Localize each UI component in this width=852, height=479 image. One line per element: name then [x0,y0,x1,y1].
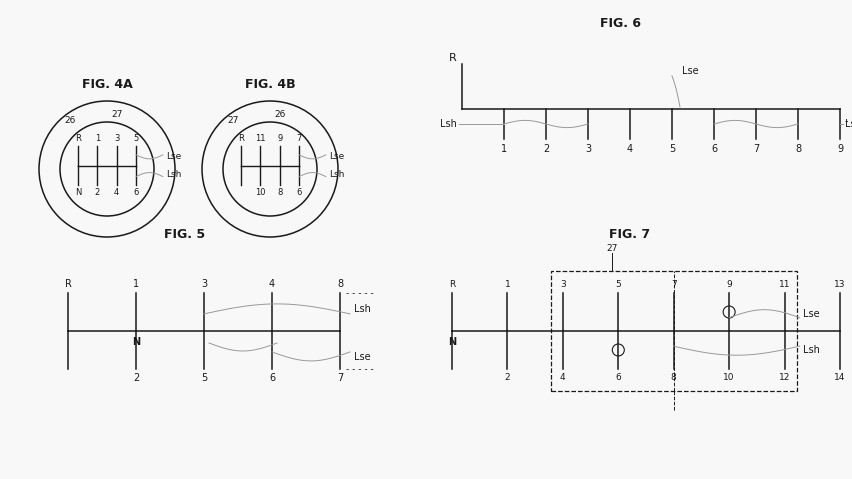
Text: 9: 9 [726,280,732,289]
Text: 5: 5 [201,373,207,383]
Text: Lsh: Lsh [166,170,181,179]
Text: N: N [75,188,81,197]
Text: 26: 26 [64,115,75,125]
Text: 9: 9 [277,134,282,143]
Text: 6: 6 [296,188,302,197]
Text: 5: 5 [134,134,139,143]
Text: 3: 3 [585,144,591,154]
Text: Lse: Lse [682,66,699,76]
Text: Lsh: Lsh [440,119,457,129]
Text: - - - - -: - - - - - [845,116,852,126]
Text: 8: 8 [795,144,801,154]
Text: 27: 27 [112,110,123,119]
Text: 7: 7 [296,134,302,143]
Text: 27: 27 [227,115,239,125]
Text: 6: 6 [134,188,139,197]
Text: 10: 10 [723,373,735,382]
Text: 2: 2 [504,373,510,382]
Text: 10: 10 [255,188,266,197]
Text: 4: 4 [114,188,119,197]
Text: 1: 1 [95,134,100,143]
Text: 7: 7 [671,280,676,289]
Text: 1: 1 [133,279,139,289]
Text: 7: 7 [753,144,759,154]
Text: R: R [449,53,457,63]
Text: 2: 2 [95,188,100,197]
Text: R: R [65,279,72,289]
Text: 6: 6 [615,373,621,382]
Text: 14: 14 [834,373,846,382]
Text: 3: 3 [114,134,119,143]
Text: 27: 27 [607,244,618,253]
Text: Lsh: Lsh [329,170,344,179]
Text: 6: 6 [269,373,275,383]
Text: 8: 8 [277,188,282,197]
Text: - - - - -: - - - - - [346,288,374,297]
Text: FIG. 5: FIG. 5 [164,228,205,241]
Text: Lse: Lse [803,308,819,319]
Text: R: R [238,134,244,143]
Text: Lsh: Lsh [845,119,852,129]
Text: 2: 2 [543,144,550,154]
Text: 3: 3 [560,280,566,289]
Text: 13: 13 [834,280,846,289]
Text: 5: 5 [615,280,621,289]
Text: Lsh: Lsh [354,304,371,314]
Text: Lse: Lse [166,152,181,161]
Text: - - - - -: - - - - - [346,365,374,374]
Text: 8: 8 [337,279,343,289]
Text: 12: 12 [779,373,791,382]
Text: Lse: Lse [354,352,371,362]
Text: N: N [132,337,140,347]
Text: 3: 3 [201,279,207,289]
Text: Lse: Lse [329,152,344,161]
Text: 11: 11 [255,134,266,143]
Text: 5: 5 [669,144,675,154]
Text: 4: 4 [560,373,566,382]
Text: FIG. 4B: FIG. 4B [245,78,296,91]
Text: FIG. 4A: FIG. 4A [82,78,132,91]
Text: Lsh: Lsh [803,345,820,355]
Text: R: R [449,280,455,289]
Text: 6: 6 [711,144,717,154]
Text: FIG. 6: FIG. 6 [600,17,641,30]
Text: 4: 4 [627,144,633,154]
Text: 2: 2 [133,373,139,383]
Text: 8: 8 [671,373,676,382]
Text: 26: 26 [274,110,286,119]
Bar [551,271,797,391]
Text: 7: 7 [337,373,343,383]
Text: 9: 9 [837,144,843,154]
Text: N: N [448,337,456,347]
Text: 1: 1 [501,144,507,154]
Text: 1: 1 [504,280,510,289]
Text: 11: 11 [779,280,791,289]
Text: FIG. 7: FIG. 7 [609,228,651,241]
Text: R: R [75,134,81,143]
Text: 4: 4 [269,279,275,289]
